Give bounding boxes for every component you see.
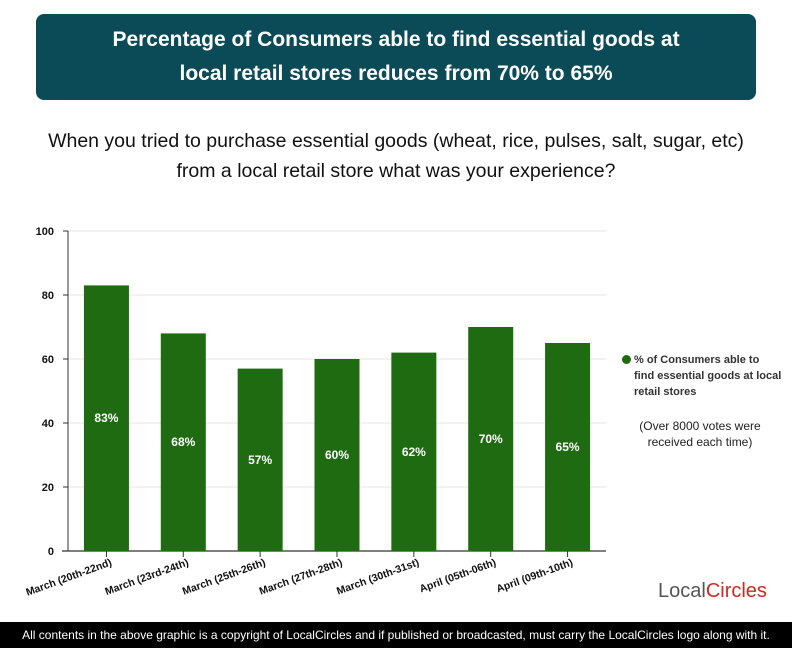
data-label: 65% — [556, 440, 580, 454]
votes-note: (Over 8000 votes were received each time… — [639, 419, 761, 449]
bar — [83, 285, 129, 551]
x-tick-label: April (05th-06th) — [418, 557, 498, 596]
y-tick-label: 20 — [42, 482, 54, 494]
title-line-1: Percentage of Consumers able to find ess… — [112, 28, 680, 51]
data-label: 57% — [248, 453, 272, 467]
legend: % of Consumers able to find essential go… — [622, 352, 782, 400]
y-tick-label: 80 — [42, 290, 54, 302]
x-tick-label: March (30th-31st) — [335, 557, 421, 598]
data-label: 70% — [479, 432, 503, 446]
data-label: 60% — [325, 448, 349, 462]
x-tick-label: April (09th-10th) — [495, 557, 575, 596]
bar — [545, 343, 591, 551]
y-tick-label: 60 — [42, 354, 54, 366]
bar — [237, 368, 283, 551]
data-label: 83% — [94, 411, 118, 425]
bar — [160, 333, 206, 551]
data-label: 62% — [402, 445, 426, 459]
y-tick-label: 40 — [42, 418, 54, 430]
bar — [468, 327, 514, 551]
x-tick-label: March (20th-22nd) — [24, 557, 113, 599]
x-tick-label: March (23rd-24th) — [103, 557, 190, 598]
bar — [391, 352, 437, 551]
y-tick-label: 0 — [48, 546, 54, 558]
x-tick-label: March (25th-26th) — [181, 557, 267, 598]
localcircles-logo: LocalCircles — [658, 580, 767, 603]
title-banner: Percentage of Consumers able to find ess… — [36, 14, 756, 100]
bar-chart: 0 20 40 60 80 100 83% March (20th-22nd) 68% March… — [24, 226, 606, 599]
logo-text-circles: Circles — [705, 580, 767, 602]
legend-swatch — [622, 355, 631, 364]
bar — [314, 359, 360, 551]
survey-question: When you tried to purchase essential goo… — [48, 130, 744, 182]
copyright-footer: All contents in the above graphic is a c… — [0, 622, 792, 648]
y-tick-label: 100 — [36, 226, 54, 238]
logo-text-local: Local — [658, 580, 706, 602]
data-label: 68% — [171, 435, 195, 449]
x-tick-label: March (27th-28th) — [258, 557, 344, 598]
title-line-2: local retail stores reduces from 70% to … — [179, 62, 613, 85]
legend-label: % of Consumers able to find essential go… — [634, 354, 782, 398]
